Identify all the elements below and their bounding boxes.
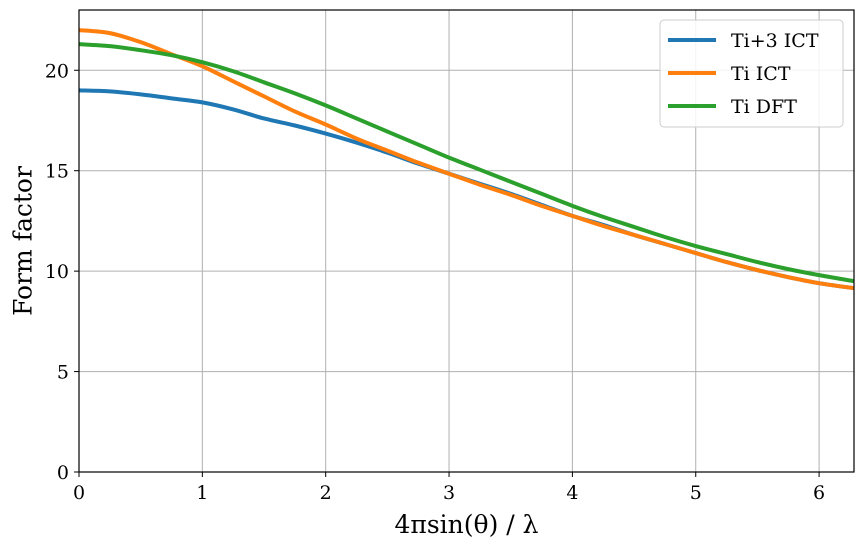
plot-frame [78, 9, 855, 473]
y-tick-label: 0 [57, 462, 69, 484]
series-line-2 [78, 42, 855, 284]
legend-label: Ti+3 ICT [731, 30, 819, 52]
x-tick-label: 0 [73, 482, 85, 504]
x-tick-label: 5 [690, 482, 702, 504]
legend-label: Ti DFT [731, 96, 797, 118]
x-tick-label: 6 [813, 482, 825, 504]
series-line-1 [78, 28, 855, 291]
x-tick-label: 1 [196, 482, 208, 504]
x-tick-label: 3 [443, 482, 455, 504]
x-tick-label: 4 [566, 482, 578, 504]
legend-box [659, 19, 844, 128]
y-tick-label: 15 [45, 161, 69, 183]
legend-label: Ti ICT [731, 63, 791, 85]
y-tick-label: 20 [45, 60, 69, 82]
legend: Ti+3 ICT Ti ICT Ti DFT [659, 19, 844, 128]
y-tick-label: 5 [57, 362, 69, 384]
x-tick-label: 2 [320, 482, 332, 504]
y-tick-label: 10 [45, 261, 69, 283]
y-axis-title: Form factor [9, 166, 38, 316]
axis-ticks: 0 1 2 3 4 5 6 0 5 10 15 20 [45, 60, 825, 504]
series-lines [78, 28, 855, 291]
x-axis-title: 4πsin(θ) / λ [395, 510, 539, 538]
